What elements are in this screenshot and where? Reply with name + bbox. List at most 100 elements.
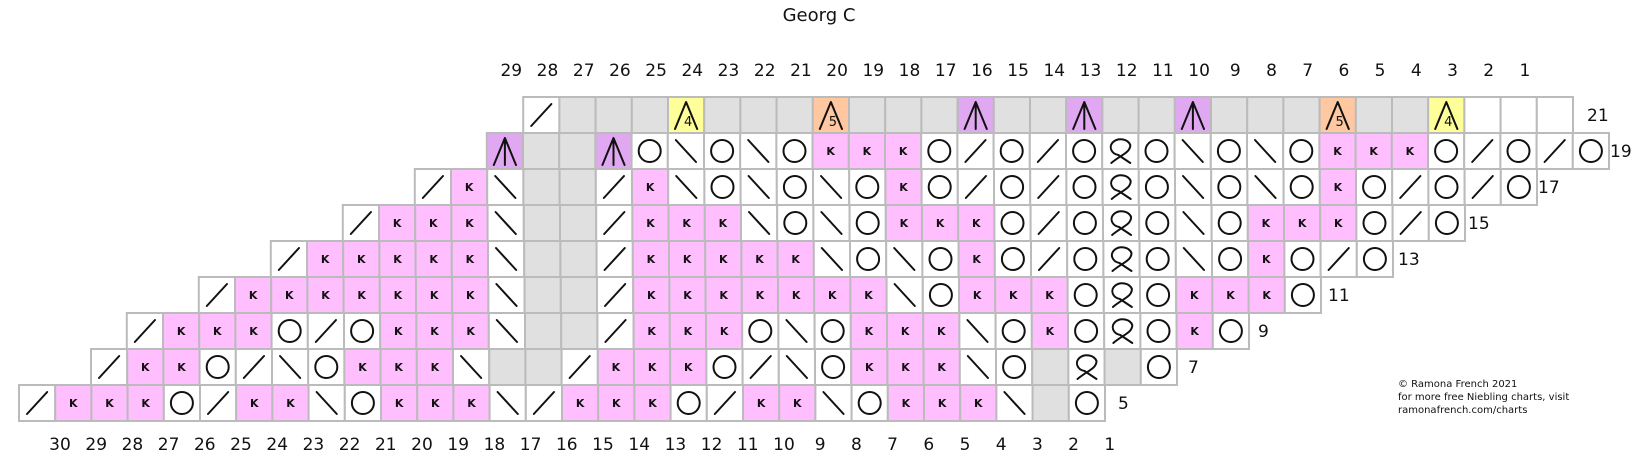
knit-symbol: K: [647, 325, 656, 338]
cell-bg: [235, 384, 274, 422]
column-number-label: 23: [718, 61, 740, 81]
knit-symbol: K: [465, 181, 474, 194]
stitch-cell: [666, 132, 705, 170]
stitch-cell: K: [162, 312, 201, 350]
cell-bg: [848, 168, 887, 206]
column-number-label: 3: [1032, 435, 1043, 455]
stitch-cell: [1319, 240, 1358, 278]
knit-symbol: K: [1262, 289, 1271, 302]
cell-bg: [90, 384, 129, 422]
stitch-cell: [1138, 204, 1177, 242]
column-number-label: 16: [971, 61, 993, 81]
knit-symbol: K: [792, 289, 801, 302]
cell-bg: [1030, 312, 1070, 350]
left-decrease-symbol: [530, 103, 553, 127]
stitch-cell: [522, 168, 561, 206]
stitch-cell: K: [994, 276, 1033, 314]
stitch-cell: K: [343, 348, 382, 386]
left-decrease-symbol: [1037, 211, 1060, 235]
yarn-over-symbol: [1145, 247, 1170, 271]
stitch-cell: K: [450, 168, 489, 206]
left-decrease-symbol: [242, 355, 265, 379]
stitch-cell: [341, 204, 380, 242]
stitch-cell: [1139, 312, 1178, 350]
yarn-over-symbol: [205, 355, 230, 379]
stitch-cell: K: [849, 276, 888, 314]
cell-bg: [559, 204, 598, 242]
right-decrease-symbol: [1182, 211, 1205, 235]
stitch-cell: K: [632, 276, 671, 314]
column-number-label: 10: [1188, 61, 1210, 81]
cell-bg: [1137, 132, 1176, 170]
cell-bg: [1499, 132, 1538, 170]
stitch-cell: [995, 384, 1034, 422]
stitch-cell: K: [235, 384, 274, 422]
stitch-cell: K: [632, 312, 671, 350]
stitch-cell: K: [668, 276, 707, 314]
stitch-cell: [1031, 348, 1070, 386]
right-decrease-symbol: [496, 391, 519, 415]
yarn-over-symbol: [1072, 175, 1097, 199]
cell-bg: [596, 276, 635, 314]
stitch-cell: K: [1283, 204, 1322, 242]
stitch-cell: K: [450, 204, 489, 242]
stitch-cell: [270, 312, 309, 350]
cell-bg: [1139, 348, 1179, 386]
stitch-cell: K: [90, 384, 129, 422]
stitch-cell: [1391, 96, 1430, 134]
yarn-over-symbol: [1362, 175, 1387, 199]
cell-bg: [957, 204, 996, 242]
cell-bg: [1031, 384, 1070, 422]
cell-bg: [1427, 168, 1466, 206]
5-into-1-decrease-symbol: [818, 101, 843, 130]
knit-symbol: K: [646, 181, 655, 194]
knit-symbol: K: [357, 253, 366, 266]
left-decrease-symbol: [26, 391, 49, 415]
stitch-cell: [921, 240, 960, 278]
right-decrease-symbol: [1182, 247, 1205, 271]
yarn-over-symbol: [1002, 355, 1027, 379]
credit-url: ramonafrench.com/charts: [1398, 405, 1528, 416]
stitch-cell: [813, 312, 852, 350]
twisted-stitch-symbol: [1075, 354, 1098, 380]
stitch-cell: K: [811, 132, 850, 170]
cell-bg: [1066, 276, 1105, 314]
stitch-cell: [522, 132, 561, 170]
stitch-cell: 5: [811, 96, 850, 134]
cell-bg: [630, 96, 669, 134]
column-number-label: 22: [754, 61, 776, 81]
cell-bg: [1354, 132, 1393, 170]
right-decrease-symbol: [785, 319, 808, 343]
stitch-cell: K: [378, 276, 417, 314]
stitch-cell: [703, 96, 742, 134]
knit-symbol: K: [1190, 289, 1199, 302]
chart-row-5: K K K K K K K K K K K K K K K K 5: [18, 384, 1129, 422]
knit-symbol: K: [900, 217, 909, 230]
stitch-cell: [920, 132, 959, 170]
knit-symbol: K: [1298, 217, 1307, 230]
cell-bg: [739, 96, 778, 134]
stitch-cell: [1355, 168, 1394, 206]
stitch-cell: [1211, 240, 1250, 278]
yarn-over-symbol: [1290, 247, 1315, 271]
yarn-over-symbol: [1072, 211, 1097, 235]
knit-symbol: K: [394, 289, 403, 302]
knit-symbol: K: [828, 289, 837, 302]
column-number-label: 7: [1302, 61, 1313, 81]
stitch-cell: [920, 168, 959, 206]
yarn-over-symbol: [1073, 247, 1098, 271]
left-decrease-symbol: [314, 319, 337, 343]
yarn-over-symbol: [1434, 175, 1459, 199]
cell-bg: [1246, 96, 1285, 134]
knit-symbol: K: [973, 289, 982, 302]
column-number-label: 1: [1104, 435, 1115, 455]
knit-symbol: K: [863, 145, 872, 158]
stitch-cell: 5: [1318, 96, 1357, 134]
yarn-over-symbol: [1216, 139, 1241, 163]
right-decrease-symbol: [820, 175, 843, 199]
left-decrease-symbol: [421, 175, 444, 199]
stitch-cell: [741, 312, 780, 350]
stitch-cell: [884, 96, 923, 134]
stitch-cell: K: [379, 348, 418, 386]
right-decrease-symbol: [1254, 175, 1277, 199]
